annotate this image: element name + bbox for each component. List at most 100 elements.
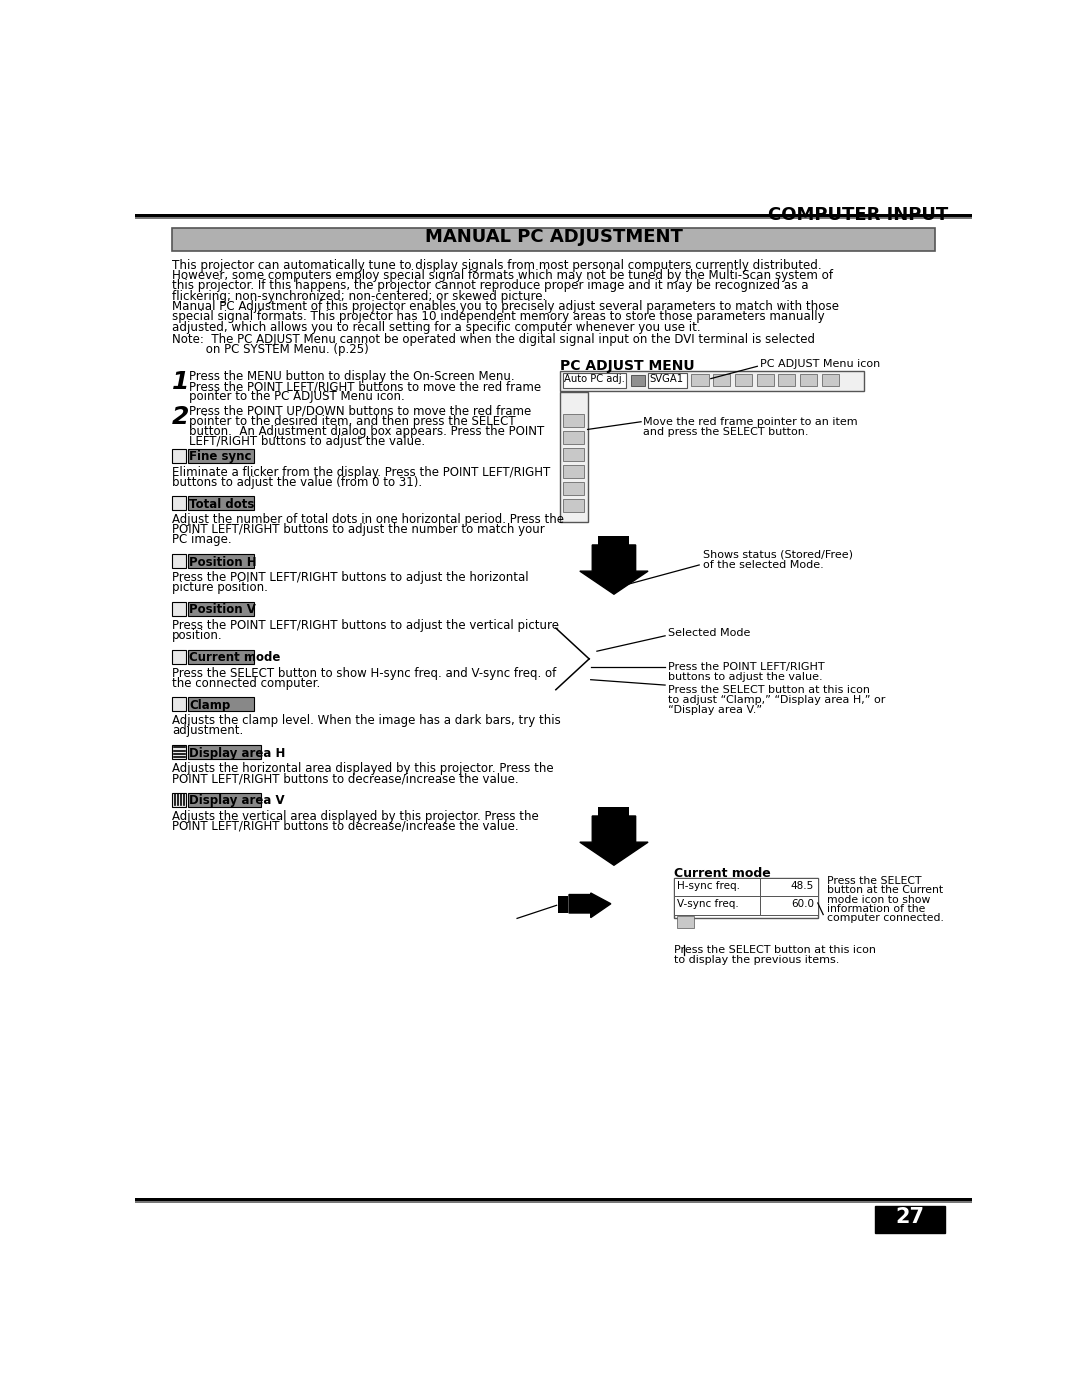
Bar	[759, 877, 818, 895]
Bar	[172, 228, 935, 251]
Bar	[188, 555, 254, 569]
Text: and press the SELECT button.: and press the SELECT button.	[644, 427, 809, 437]
Text: Current mode: Current mode	[674, 866, 771, 880]
Bar	[598, 535, 630, 545]
Text: Clamp: Clamp	[189, 698, 230, 712]
Bar	[135, 217, 972, 219]
Bar	[563, 373, 626, 388]
Text: 27: 27	[895, 1207, 924, 1227]
Bar	[172, 448, 186, 462]
Text: picture position.: picture position.	[172, 581, 268, 594]
Text: Selected Mode: Selected Mode	[669, 629, 751, 638]
Text: Press the POINT LEFT/RIGHT buttons to adjust the vertical picture: Press the POINT LEFT/RIGHT buttons to ad…	[172, 619, 559, 631]
Text: 2: 2	[172, 405, 190, 429]
Text: information of the: information of the	[827, 904, 926, 914]
Bar	[135, 214, 972, 217]
Text: 60.0: 60.0	[791, 900, 814, 909]
Bar	[188, 745, 261, 759]
Text: Press the POINT UP/DOWN buttons to move the red frame: Press the POINT UP/DOWN buttons to move …	[189, 405, 531, 418]
Text: pointer to the PC ADJUST Menu icon.: pointer to the PC ADJUST Menu icon.	[189, 390, 405, 404]
Text: Display area H: Display area H	[189, 746, 285, 760]
Text: Note:  The PC ADJUST Menu cannot be operated when the digital signal input on th: Note: The PC ADJUST Menu cannot be opera…	[172, 334, 815, 346]
Text: Press the POINT LEFT/RIGHT buttons to adjust the horizontal: Press the POINT LEFT/RIGHT buttons to ad…	[172, 571, 529, 584]
Text: Press the SELECT button at this icon: Press the SELECT button at this icon	[674, 946, 876, 956]
Text: Adjusts the clamp level. When the image has a dark bars, try this: Adjusts the clamp level. When the image …	[172, 714, 561, 728]
Bar	[677, 916, 693, 929]
Text: on PC SYSTEM Menu. (p.25): on PC SYSTEM Menu. (p.25)	[172, 344, 369, 356]
Text: buttons to adjust the value (from 0 to 31).: buttons to adjust the value (from 0 to 3…	[172, 475, 422, 489]
Bar	[648, 373, 687, 388]
Bar	[172, 602, 186, 616]
Text: PC ADJUST Menu icon: PC ADJUST Menu icon	[759, 359, 880, 369]
Text: “Display area V.”: “Display area V.”	[669, 705, 762, 715]
Text: POINT LEFT/RIGHT buttons to adjust the number to match your: POINT LEFT/RIGHT buttons to adjust the n…	[172, 524, 545, 536]
Text: COMPUTER INPUT: COMPUTER INPUT	[769, 207, 948, 224]
Text: Adjust the number of total dots in one horizontal period. Press the: Adjust the number of total dots in one h…	[172, 513, 564, 527]
Bar	[800, 374, 816, 387]
Text: Display area V: Display area V	[189, 795, 285, 807]
Bar	[563, 448, 583, 461]
Text: adjustment.: adjustment.	[172, 725, 243, 738]
Bar	[757, 374, 773, 387]
Text: MANUAL PC ADJUSTMENT: MANUAL PC ADJUSTMENT	[424, 229, 683, 246]
Bar	[188, 448, 254, 462]
Text: Position H: Position H	[189, 556, 257, 569]
Bar	[188, 650, 254, 664]
Text: of the selected Mode.: of the selected Mode.	[703, 560, 824, 570]
Text: 48.5: 48.5	[791, 880, 814, 891]
Bar	[674, 877, 759, 895]
Text: to adjust “Clamp,” “Display area H,” or: to adjust “Clamp,” “Display area H,” or	[669, 696, 886, 705]
Polygon shape	[580, 816, 648, 865]
Text: SVGA1: SVGA1	[649, 374, 684, 384]
Text: Adjusts the vertical area displayed by this projector. Press the: Adjusts the vertical area displayed by t…	[172, 810, 539, 823]
Bar	[172, 745, 186, 759]
Text: Press the MENU button to display the On-Screen Menu.: Press the MENU button to display the On-…	[189, 370, 515, 383]
Bar	[563, 499, 583, 511]
Text: V-sync freq.: V-sync freq.	[677, 900, 739, 909]
Bar	[674, 877, 818, 918]
Text: Manual PC Adjustment of this projector enables you to precisely adjust several p: Manual PC Adjustment of this projector e…	[172, 300, 839, 313]
Text: Total dots: Total dots	[189, 497, 255, 511]
Bar	[172, 650, 186, 664]
Bar	[563, 414, 583, 427]
Text: LEFT/RIGHT buttons to adjust the value.: LEFT/RIGHT buttons to adjust the value.	[189, 434, 426, 448]
Text: POINT LEFT/RIGHT buttons to decrease/increase the value.: POINT LEFT/RIGHT buttons to decrease/inc…	[172, 773, 518, 785]
Text: mode icon to show: mode icon to show	[827, 894, 931, 904]
Bar	[563, 465, 583, 478]
Bar	[172, 496, 186, 510]
Bar	[172, 555, 186, 569]
Text: the connected computer.: the connected computer.	[172, 676, 321, 690]
Polygon shape	[580, 545, 648, 594]
Text: pointer to the desired item, and then press the SELECT: pointer to the desired item, and then pr…	[189, 415, 516, 427]
Bar	[188, 793, 261, 806]
Bar	[563, 432, 583, 444]
Bar	[734, 374, 752, 387]
Text: position.: position.	[172, 629, 222, 641]
Text: Press the SELECT button at this icon: Press the SELECT button at this icon	[669, 685, 870, 696]
Bar	[822, 374, 839, 387]
Text: However, some computers employ special signal formats which may not be tuned by : However, some computers employ special s…	[172, 268, 834, 282]
Text: Press the POINT LEFT/RIGHT: Press the POINT LEFT/RIGHT	[669, 662, 825, 672]
Bar	[674, 895, 759, 915]
Text: Press the SELECT: Press the SELECT	[827, 876, 921, 886]
Text: button.  An Adjustment dialog box appears. Press the POINT: button. An Adjustment dialog box appears…	[189, 425, 544, 437]
Bar	[188, 602, 254, 616]
Text: H-sync freq.: H-sync freq.	[677, 880, 740, 891]
Text: Fine sync: Fine sync	[189, 450, 252, 464]
Text: PC ADJUST MENU: PC ADJUST MENU	[559, 359, 694, 373]
Bar	[631, 374, 645, 386]
Text: button at the Current: button at the Current	[827, 886, 943, 895]
Text: computer connected.: computer connected.	[827, 914, 944, 923]
Bar	[135, 1201, 972, 1203]
Bar	[172, 793, 186, 806]
Text: Press the SELECT button to show H-sync freq. and V-sync freq. of: Press the SELECT button to show H-sync f…	[172, 666, 556, 679]
Text: Shows status (Stored/Free): Shows status (Stored/Free)	[703, 549, 853, 560]
Bar	[563, 482, 583, 495]
Text: Move the red frame pointer to an item: Move the red frame pointer to an item	[644, 418, 858, 427]
Text: special signal formats. This projector has 10 independent memory areas to store : special signal formats. This projector h…	[172, 310, 825, 324]
Bar	[779, 374, 795, 387]
Text: Eliminate a flicker from the display. Press the POINT LEFT/RIGHT: Eliminate a flicker from the display. Pr…	[172, 465, 551, 479]
Bar	[691, 374, 708, 387]
Text: to display the previous items.: to display the previous items.	[674, 956, 840, 965]
Text: flickering; non-synchronized; non-centered; or skewed picture.: flickering; non-synchronized; non-center…	[172, 289, 546, 303]
